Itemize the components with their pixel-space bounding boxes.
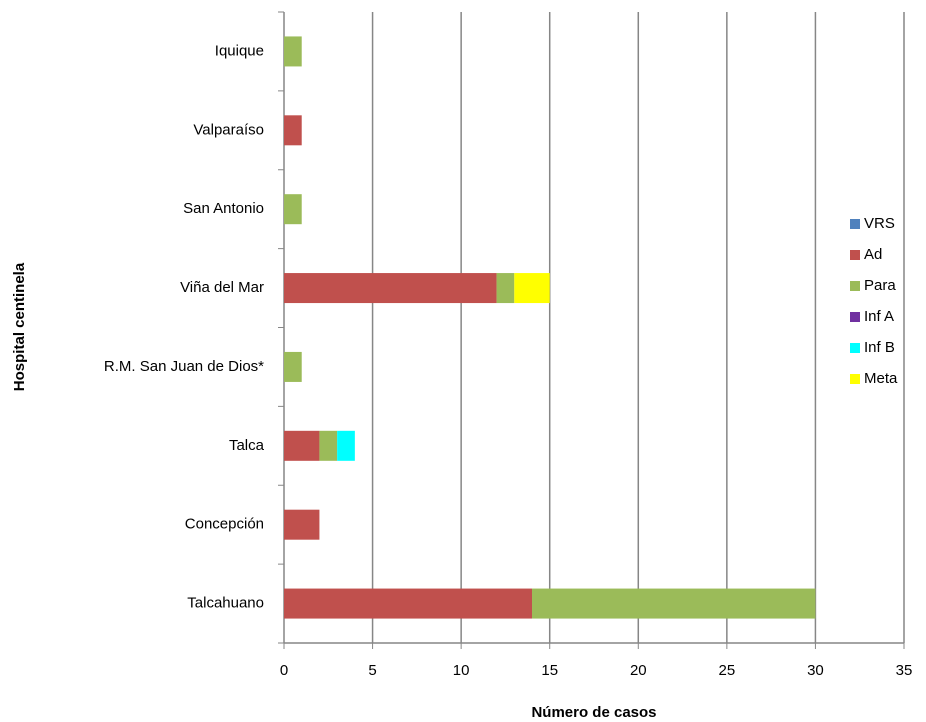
x-tick-label: 30: [807, 662, 824, 679]
x-tick-label: 25: [719, 662, 736, 679]
bar-segment: [319, 430, 338, 461]
legend-label: VRS: [864, 215, 895, 232]
bar-segment: [284, 509, 320, 540]
legend-swatch: [850, 281, 860, 291]
bar-segment: [284, 36, 302, 67]
bar-segment: [514, 273, 550, 304]
bar-segment: [496, 273, 515, 304]
y-tick-label: R.M. San Juan de Dios*: [104, 358, 264, 375]
legend-label: Ad: [864, 246, 882, 263]
y-tick-label: Talca: [229, 437, 265, 454]
y-tick-label: Concepción: [185, 516, 264, 533]
y-tick-label: Viña del Mar: [180, 279, 264, 296]
x-tick-label: 5: [368, 662, 376, 679]
x-axis-title: Número de casos: [531, 704, 656, 721]
y-tick-label: Iquique: [215, 42, 264, 59]
bar-segment: [337, 430, 355, 461]
bar-segment: [532, 588, 816, 619]
bar-segment: [284, 194, 302, 225]
legend-swatch: [850, 374, 860, 384]
bar-segment: [284, 588, 532, 619]
legend-label: Meta: [864, 370, 898, 387]
x-tick-label: 35: [896, 662, 913, 679]
y-tick-label: Valparaíso: [193, 121, 264, 138]
bar-segment: [284, 351, 302, 382]
legend-swatch: [850, 312, 860, 322]
bar-segment: [284, 115, 302, 146]
x-tick-label: 15: [541, 662, 558, 679]
legend-swatch: [850, 219, 860, 229]
x-tick-label: 10: [453, 662, 470, 679]
y-tick-label: Talcahuano: [187, 595, 264, 612]
legend-label: Inf B: [864, 339, 895, 356]
legend-label: Inf A: [864, 308, 894, 325]
bar-segment: [284, 430, 320, 461]
y-axis-title: Hospital centinela: [11, 262, 28, 391]
legend-swatch: [850, 343, 860, 353]
legend-swatch: [850, 250, 860, 260]
x-tick-label: 20: [630, 662, 647, 679]
y-tick-label: San Antonio: [183, 200, 264, 217]
x-tick-label: 0: [280, 662, 288, 679]
legend-label: Para: [864, 277, 896, 294]
bar-segment: [284, 273, 497, 304]
